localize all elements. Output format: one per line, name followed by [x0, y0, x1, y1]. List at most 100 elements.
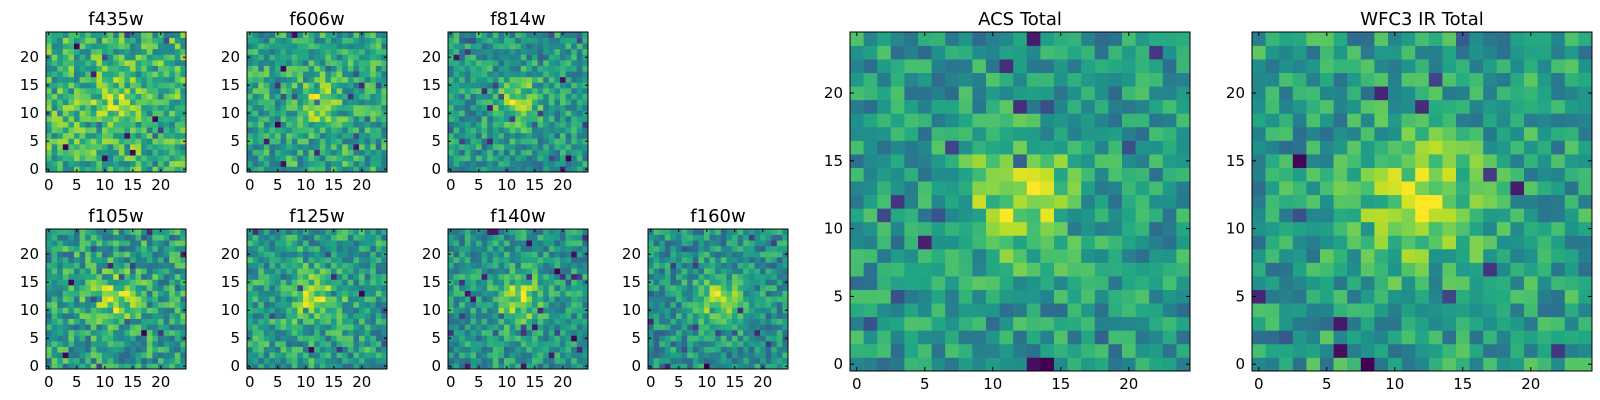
- heatmap-cell: [1108, 316, 1123, 331]
- heatmap-cell: [737, 335, 744, 342]
- heatmap-cell: [347, 324, 354, 331]
- heatmap-cell: [353, 301, 360, 308]
- heatmap-cell: [370, 43, 377, 50]
- heatmap-cell: [258, 166, 265, 173]
- heatmap-cell: [670, 318, 677, 325]
- heatmap-cell: [90, 313, 97, 319]
- heatmap-cell: [336, 363, 343, 370]
- heatmap-cell: [135, 43, 142, 50]
- heatmap-cell: [68, 268, 75, 275]
- heatmap-cell: [850, 330, 864, 345]
- heatmap-cell: [498, 341, 505, 347]
- heatmap-cell: [68, 110, 75, 117]
- heatmap-cell: [364, 144, 371, 150]
- heatmap-cell: [158, 346, 164, 353]
- heatmap-cell: [476, 37, 482, 44]
- heatmap-cell: [85, 324, 92, 331]
- heatmap-cell: [359, 116, 365, 122]
- heatmap-cell: [303, 76, 309, 83]
- heatmap-cell: [169, 37, 176, 44]
- heatmap-cell: [492, 88, 499, 94]
- heatmap-cell: [74, 37, 80, 44]
- heatmap-cell: [291, 76, 298, 83]
- y-tick-label: 0: [431, 160, 441, 178]
- heatmap-cell: [319, 335, 326, 342]
- heatmap-cell: [459, 110, 466, 117]
- heatmap-cell: [258, 127, 265, 134]
- heatmap-cell: [364, 341, 371, 347]
- heatmap-cell: [720, 245, 727, 252]
- heatmap-cell: [163, 121, 170, 128]
- heatmap-cell: [102, 329, 108, 336]
- heatmap-cell: [492, 116, 499, 122]
- heatmap-cell: [515, 357, 522, 364]
- heatmap-cell: [1162, 194, 1177, 209]
- heatmap-cell: [715, 318, 722, 325]
- heatmap-cell: [96, 37, 103, 44]
- heatmap-cell: [124, 273, 131, 280]
- heatmap-cell: [464, 318, 471, 325]
- heatmap-cell: [308, 279, 315, 286]
- heatmap-cell: [325, 48, 332, 55]
- heatmap-cell: [90, 132, 97, 139]
- heatmap-cell: [470, 279, 477, 286]
- heatmap-cell: [476, 313, 482, 319]
- heatmap-cell: [174, 240, 181, 247]
- heatmap-cell: [62, 132, 69, 139]
- heatmap-cell: [720, 324, 727, 331]
- heatmap-cell: [252, 251, 259, 258]
- heatmap-cell: [325, 54, 332, 61]
- heatmap-cell: [107, 99, 114, 106]
- heatmap-cell: [748, 357, 755, 364]
- heatmap-cell: [141, 234, 148, 241]
- heatmap-cell: [280, 234, 287, 241]
- heatmap-cell: [319, 285, 326, 291]
- heatmap-cell: [515, 296, 522, 303]
- heatmap-cell: [347, 54, 354, 61]
- heatmap-cell: [308, 121, 315, 128]
- heatmap-cell: [554, 279, 561, 286]
- heatmap-cell: [375, 82, 382, 89]
- heatmap-cell: [877, 194, 892, 209]
- heatmap-cell: [560, 71, 566, 78]
- heatmap-cell: [476, 273, 482, 280]
- heatmap-cell: [135, 132, 142, 139]
- heatmap-cell: [90, 32, 97, 38]
- heatmap-cell: [280, 43, 287, 50]
- heatmap-cell: [269, 341, 276, 347]
- heatmap-cell: [999, 248, 1014, 263]
- heatmap-cell: [303, 251, 309, 258]
- heatmap-cell: [850, 343, 864, 358]
- heatmap-cell: [504, 357, 510, 364]
- heatmap-cell: [1054, 276, 1068, 290]
- heatmap-cell: [715, 335, 722, 342]
- heatmap-cell: [532, 48, 538, 55]
- heatmap-cell: [504, 149, 510, 156]
- heatmap-cell: [1026, 262, 1041, 277]
- heatmap-cell: [353, 104, 360, 111]
- heatmap-cell: [554, 352, 561, 359]
- heatmap-cell: [258, 352, 265, 359]
- heatmap-cell: [526, 341, 533, 347]
- heatmap-cell: [659, 290, 666, 297]
- heatmap-cell: [370, 240, 377, 247]
- heatmap-cell: [709, 257, 716, 263]
- heatmap-cell: [331, 76, 337, 83]
- heatmap-cell: [487, 93, 494, 100]
- heatmap-cell: [470, 104, 477, 111]
- heatmap-cell: [79, 127, 86, 134]
- heatmap-cell: [308, 88, 315, 94]
- heatmap-cell: [481, 245, 488, 252]
- heatmap-cell: [576, 279, 583, 286]
- heatmap-cell: [342, 43, 349, 50]
- heatmap-cell: [498, 60, 505, 66]
- heatmap-cell: [135, 138, 142, 145]
- heatmap-cell: [308, 60, 315, 66]
- heatmap-cell: [1108, 303, 1123, 318]
- heatmap-cell: [526, 32, 533, 38]
- heatmap-cell: [113, 307, 120, 314]
- heatmap-cell: [303, 357, 309, 364]
- heatmap-cell: [1081, 262, 1096, 277]
- heatmap-cell: [163, 54, 170, 61]
- heatmap-cell: [146, 71, 153, 78]
